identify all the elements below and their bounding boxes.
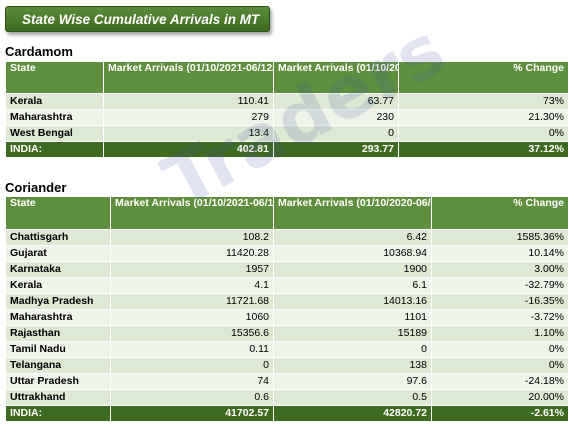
cell-arrivals-2020: 138	[273, 357, 432, 374]
coriander-title: Coriander	[5, 180, 67, 195]
cardamom-total-row: INDIA: 402.81 293.77 37.12%	[5, 141, 569, 158]
header-state: State	[5, 61, 104, 94]
page-banner: State Wise Cumulative Arrivals in MT	[5, 6, 270, 32]
cell-state: Rajasthan	[5, 325, 111, 342]
cell-arrivals-2021: 1957	[110, 261, 274, 278]
cell-change: 73%	[398, 93, 569, 110]
cell-change: -16.35%	[431, 293, 569, 310]
table-row: Tamil Nadu 0.11 0 0%	[5, 341, 569, 358]
cell-arrivals-2020: 0	[273, 341, 432, 358]
cell-state: Uttrakhand	[5, 389, 111, 406]
cell-arrivals-2021: 0.6	[110, 389, 274, 406]
header-arrivals-2021: Market Arrivals (01/10/2021-06/12/2021)	[103, 61, 274, 94]
cell-arrivals-2020: 1101	[273, 309, 432, 326]
header-change: % Change	[431, 196, 569, 230]
cell-arrivals-2020: 6.1	[273, 277, 432, 294]
total-arrivals-2021: 402.81	[103, 141, 274, 158]
cardamom-header-row: State Market Arrivals (01/10/2021-06/12/…	[5, 61, 569, 94]
cell-arrivals-2021: 74	[110, 373, 274, 390]
cell-arrivals-2020: 97.6	[273, 373, 432, 390]
cell-arrivals-2020: 230	[273, 109, 399, 126]
total-change: -2.61%	[431, 405, 569, 422]
cell-change: 1.10%	[431, 325, 569, 342]
cardamom-title: Cardamom	[5, 44, 73, 59]
table-row: Uttar Pradesh 74 97.6 -24.18%	[5, 373, 569, 390]
cell-state: Uttar Pradesh	[5, 373, 111, 390]
total-arrivals-2021: 41702.57	[110, 405, 274, 422]
cell-state: Kerala	[5, 93, 104, 110]
table-row: Chattisgarh 108.2 6.42 1585.36%	[5, 229, 569, 246]
cell-change: 0%	[431, 357, 569, 374]
cell-change: 3.00%	[431, 261, 569, 278]
cell-change: 0%	[431, 341, 569, 358]
table-row: Maharashtra 1060 1101 -3.72%	[5, 309, 569, 326]
header-change: % Change	[398, 61, 569, 94]
cell-state: Madhya Pradesh	[5, 293, 111, 310]
cell-state: Kerala	[5, 277, 111, 294]
total-arrivals-2020: 293.77	[273, 141, 399, 158]
cell-arrivals-2021: 110.41	[103, 93, 274, 110]
cell-change: -32.79%	[431, 277, 569, 294]
cell-state: Maharashtra	[5, 109, 104, 126]
header-arrivals-2021: Market Arrivals (01/10/2021-06/12/2021)	[110, 196, 274, 230]
total-label: INDIA:	[5, 141, 104, 158]
cell-arrivals-2020: 14013.16	[273, 293, 432, 310]
cell-arrivals-2021: 4.1	[110, 277, 274, 294]
cell-change: 0%	[398, 125, 569, 142]
cell-state: Chattisgarh	[5, 229, 111, 246]
cell-change: 1585.36%	[431, 229, 569, 246]
coriander-total-row: INDIA: 41702.57 42820.72 -2.61%	[5, 405, 569, 422]
cell-change: 10.14%	[431, 245, 569, 262]
table-row: Karnataka 1957 1900 3.00%	[5, 261, 569, 278]
cell-arrivals-2020: 1900	[273, 261, 432, 278]
cell-arrivals-2020: 15189	[273, 325, 432, 342]
table-row: Kerala 4.1 6.1 -32.79%	[5, 277, 569, 294]
cell-arrivals-2021: 13.4	[103, 125, 274, 142]
cell-change: 20.00%	[431, 389, 569, 406]
cell-arrivals-2021: 1060	[110, 309, 274, 326]
table-row: Rajasthan 15356.6 15189 1.10%	[5, 325, 569, 342]
cell-arrivals-2021: 11721.68	[110, 293, 274, 310]
cell-arrivals-2020: 0.5	[273, 389, 432, 406]
cell-state: Karnataka	[5, 261, 111, 278]
total-label: INDIA:	[5, 405, 111, 422]
header-arrivals-2020: Market Arrivals (01/10/2020-06/12/2020)	[273, 196, 432, 230]
total-change: 37.12%	[398, 141, 569, 158]
cell-arrivals-2020: 63.77	[273, 93, 399, 110]
cell-arrivals-2020: 6.42	[273, 229, 432, 246]
cell-change: 21.30%	[398, 109, 569, 126]
cell-arrivals-2021: 108.2	[110, 229, 274, 246]
header-state: State	[5, 196, 111, 230]
cell-state: Tamil Nadu	[5, 341, 111, 358]
table-row: Gujarat 11420.28 10368.94 10.14%	[5, 245, 569, 262]
cell-arrivals-2020: 10368.94	[273, 245, 432, 262]
cell-state: Gujarat	[5, 245, 111, 262]
coriander-table: State Market Arrivals (01/10/2021-06/12/…	[5, 196, 569, 422]
total-arrivals-2020: 42820.72	[273, 405, 432, 422]
table-row: Uttrakhand 0.6 0.5 20.00%	[5, 389, 569, 406]
cell-arrivals-2021: 11420.28	[110, 245, 274, 262]
cell-state: Maharashtra	[5, 309, 111, 326]
cell-change: -24.18%	[431, 373, 569, 390]
cell-arrivals-2021: 0	[110, 357, 274, 374]
cell-arrivals-2021: 279	[103, 109, 274, 126]
table-row: West Bengal 13.4 0 0%	[5, 125, 569, 142]
table-row: Madhya Pradesh 11721.68 14013.16 -16.35%	[5, 293, 569, 310]
table-row: Maharashtra 279 230 21.30%	[5, 109, 569, 126]
cell-arrivals-2021: 15356.6	[110, 325, 274, 342]
table-row: Kerala 110.41 63.77 73%	[5, 93, 569, 110]
cell-arrivals-2021: 0.11	[110, 341, 274, 358]
banner-title: State Wise Cumulative Arrivals in MT	[22, 12, 260, 27]
header-arrivals-2020: Market Arrivals (01/10/2020-06/12/2020)	[273, 61, 399, 94]
cell-change: -3.72%	[431, 309, 569, 326]
coriander-header-row: State Market Arrivals (01/10/2021-06/12/…	[5, 196, 569, 230]
table-row: Telangana 0 138 0%	[5, 357, 569, 374]
cell-arrivals-2020: 0	[273, 125, 399, 142]
cell-state: West Bengal	[5, 125, 104, 142]
cardamom-table: State Market Arrivals (01/10/2021-06/12/…	[5, 61, 569, 158]
cell-state: Telangana	[5, 357, 111, 374]
